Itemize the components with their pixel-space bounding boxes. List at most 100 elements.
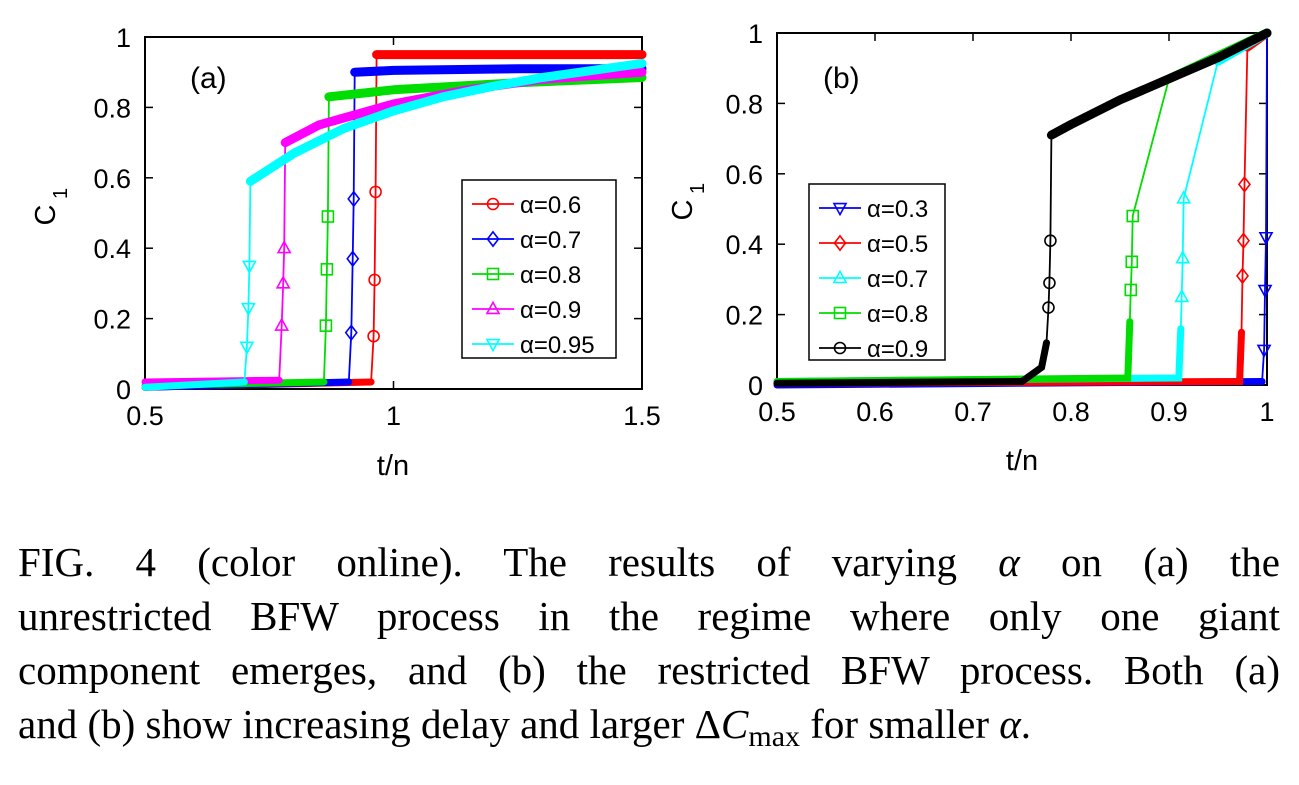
data-point — [275, 275, 291, 289]
data-point — [1124, 283, 1138, 297]
c-symbol: C — [721, 701, 749, 747]
data-point — [347, 190, 361, 208]
legend: α=0.3 α=0.5 α=0.7 α=0.8 α=0.9 — [808, 183, 946, 363]
legend-entry: α=0.7 — [819, 266, 928, 293]
data-point — [367, 329, 380, 343]
data-point — [274, 317, 290, 331]
y-axis-label: C1 — [667, 183, 709, 221]
data-point — [1257, 284, 1273, 299]
y-axis-label-main: C — [667, 200, 699, 221]
alpha-symbol: α — [998, 539, 1020, 585]
series-dense-upper — [245, 58, 647, 186]
legend-label: α=0.7 — [520, 227, 581, 254]
y-tick-label: 0.2 — [725, 301, 763, 331]
max-subscript: max — [748, 720, 801, 753]
x-tick-label: 0.8 — [1052, 397, 1090, 427]
data-point — [239, 341, 255, 356]
data-point — [368, 273, 381, 287]
chart-panel-a: 0.5 1 1.500.20.40.60.81t/nC1(a)α=0.6α=0.7α… — [30, 23, 661, 482]
figure-caption: FIG. 4 (color online). The results of va… — [18, 535, 1280, 764]
data-point — [1237, 175, 1251, 193]
data-point — [320, 263, 334, 276]
x-tick-label: 0.5 — [126, 401, 164, 431]
figure: 0.5 1 1.500.20.40.60.81t/nC1(a)α=0.6α=0.7α… — [30, 19, 1275, 482]
series-5 — [141, 58, 647, 391]
data-point — [346, 250, 360, 268]
data-point — [1236, 232, 1250, 250]
x-tick-label: 0.9 — [1150, 397, 1188, 427]
series-5 — [773, 28, 1272, 387]
legend-marker — [832, 269, 848, 284]
x-tick-label: 0.6 — [856, 397, 894, 427]
legend-marker — [833, 306, 847, 320]
legend-label: α=0.5 — [867, 231, 928, 258]
x-tick-label: 0.5 — [758, 397, 796, 427]
y-tick-label: 0.4 — [725, 230, 763, 260]
data-point — [1044, 234, 1057, 247]
legend-entry: α=0.95 — [472, 332, 595, 359]
legend-marker — [486, 230, 500, 248]
y-axis-label-main: C — [30, 205, 62, 226]
y-tick-label: 0.6 — [725, 160, 763, 190]
y-tick-label: 0.4 — [93, 234, 131, 264]
panel-label: (a) — [190, 62, 227, 95]
legend-label: α=0.8 — [520, 262, 581, 289]
data-point — [1174, 288, 1190, 303]
legend-marker — [833, 341, 847, 355]
data-point — [1042, 301, 1055, 314]
legend-label: α=0.6 — [520, 192, 581, 219]
legend-marker — [833, 234, 847, 252]
y-tick-label: 1 — [748, 19, 763, 49]
legend-entry: α=0.7 — [472, 227, 581, 254]
x-tick-label: 0.7 — [954, 397, 992, 427]
series-dense-lower — [773, 339, 1050, 387]
legend-marker — [486, 197, 500, 211]
data-point — [319, 319, 333, 332]
series-dense-lower — [141, 378, 248, 391]
data-point — [276, 239, 292, 254]
data-point — [1043, 276, 1056, 290]
data-point — [1175, 250, 1191, 264]
legend-marker — [485, 300, 501, 315]
x-tick-label: 1 — [386, 401, 401, 431]
legend-entry: α=0.6 — [472, 192, 581, 219]
data-point — [1126, 209, 1140, 223]
y-axis-label-subscript: 1 — [687, 183, 709, 194]
data-point — [1256, 344, 1272, 359]
caption-line-2: unrestricted BFW process in the regime w… — [18, 593, 1280, 639]
caption-line-4: and (b) show increasing delay and larger… — [18, 701, 1032, 753]
legend-entry: α=0.5 — [819, 231, 928, 258]
legend-label: α=0.7 — [867, 266, 928, 293]
legend-label: α=0.3 — [867, 196, 928, 223]
data-point — [1125, 255, 1139, 269]
y-tick-label: 0.8 — [93, 93, 131, 123]
legend-entry: α=0.3 — [819, 196, 928, 223]
legend-entry: α=0.9 — [472, 297, 581, 324]
legend-marker — [485, 338, 501, 353]
y-axis-label: C1 — [30, 188, 72, 226]
legend-marker — [832, 202, 848, 217]
y-tick-label: 0.6 — [93, 164, 131, 194]
legend-label: α=0.9 — [867, 336, 928, 363]
x-axis-label: t/n — [377, 450, 409, 482]
data-point — [1235, 267, 1250, 285]
legend-entry: α=0.9 — [819, 336, 928, 363]
data-point — [1176, 190, 1192, 204]
legend-entry: α=0.8 — [819, 301, 928, 328]
plot-area — [773, 28, 1274, 389]
legend: α=0.6 α=0.7 α=0.8 α=0.9 α=0.95 — [461, 179, 617, 359]
plot-area — [141, 50, 647, 391]
data-point — [240, 302, 256, 317]
legend-label: α=0.95 — [520, 332, 595, 359]
alpha-symbol-2: α — [999, 701, 1021, 747]
data-point — [1258, 231, 1274, 246]
legend-label: α=0.9 — [520, 297, 581, 324]
legend-box — [808, 183, 946, 361]
chart-panel-b: 0.5 0.6 0.7 0.8 0.9 100.20.40.60.81t/nC1(b)α=… — [667, 19, 1275, 477]
data-point — [321, 210, 335, 223]
y-axis-label-subscript: 1 — [50, 188, 72, 199]
data-point — [241, 260, 257, 275]
y-tick-label: 1 — [116, 23, 131, 53]
x-tick-label: 1 — [1259, 397, 1274, 427]
y-tick-label: 0 — [116, 375, 131, 405]
